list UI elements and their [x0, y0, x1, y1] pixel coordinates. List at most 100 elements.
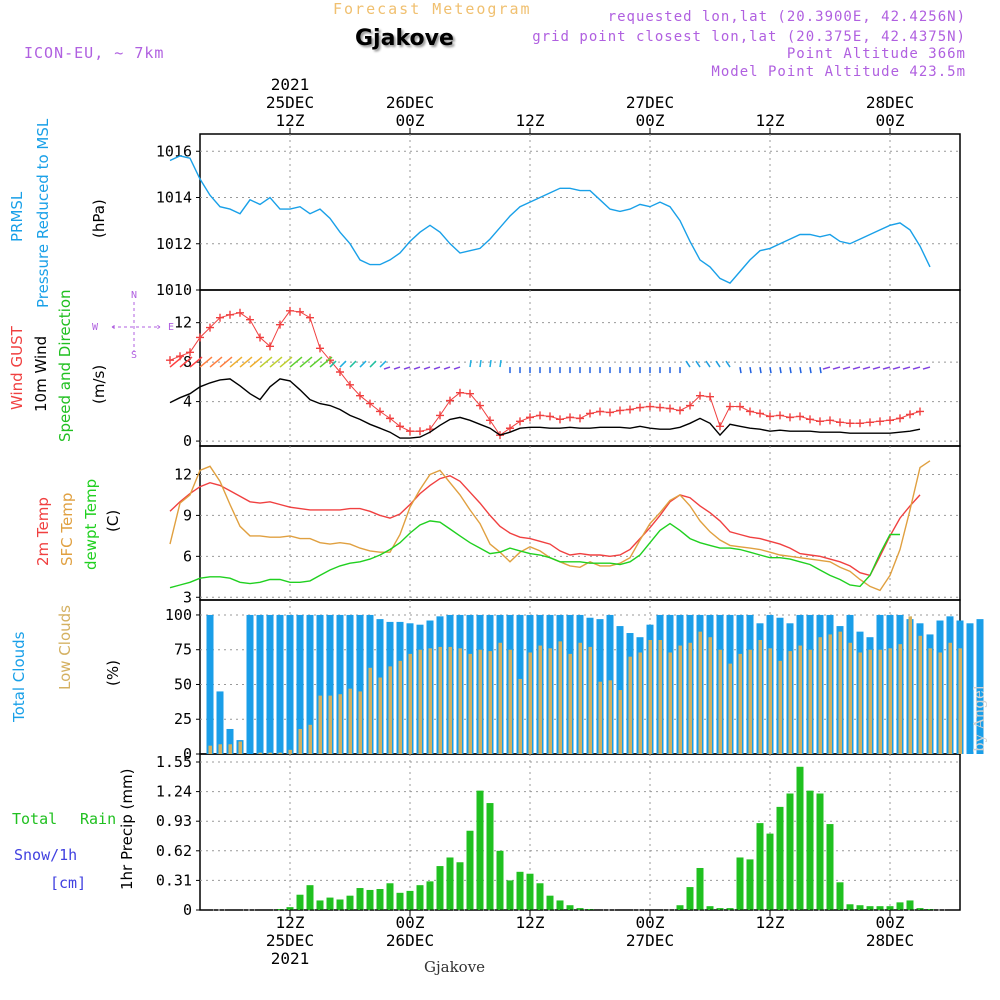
total-cloud-bar — [226, 728, 234, 754]
gust-point — [416, 427, 424, 436]
low-cloud-bar — [878, 649, 882, 754]
y-tick-label: 1016 — [156, 142, 192, 160]
location-title: Gjakove — [355, 26, 454, 51]
x-tick-label-bottom: 12Z — [516, 913, 545, 932]
low-cloud-bar — [428, 648, 432, 754]
rain-bar — [436, 866, 444, 910]
x-tick-label-top: 00Z — [636, 111, 665, 130]
total-clouds-label: Total Clouds — [10, 631, 28, 722]
low-cloud-bar — [678, 645, 682, 754]
gust-point — [906, 410, 914, 419]
y-tick-label: 1.55 — [156, 753, 192, 771]
gust-point — [296, 307, 304, 316]
wind-dir-label: Speed and Direction — [56, 289, 74, 442]
gust-point — [746, 407, 754, 416]
rain-bar — [796, 766, 804, 910]
gust-point — [666, 404, 674, 413]
rain-bar — [696, 867, 704, 910]
x-tick-label-bottom: 27DEC — [626, 931, 674, 950]
footer-location: Gjakove — [424, 958, 486, 976]
low-cloud-bar — [418, 649, 422, 754]
low-cloud-bar — [958, 648, 962, 754]
rain-bar — [556, 900, 564, 910]
wind-dir-arrow — [789, 366, 792, 374]
low-cloud-bar — [378, 677, 382, 754]
low-cloud-bar — [488, 651, 492, 754]
rain-bar — [366, 889, 374, 910]
x-tick-label-top: 12Z — [516, 111, 545, 130]
gust-point — [736, 402, 744, 411]
low-cloud-bar — [608, 680, 612, 754]
wind-dir-arrow — [862, 366, 871, 370]
x-tick-label-bottom: 00Z — [876, 913, 905, 932]
panel-frame — [199, 753, 961, 911]
x-tick-label-top: 26DEC — [386, 93, 434, 112]
wind-dir-arrow — [779, 366, 782, 374]
y-tick-label: 1012 — [156, 235, 192, 253]
gust-point — [876, 417, 884, 426]
meteogram-title: Forecast Meteogram — [333, 0, 532, 18]
sfc-temp-label: SFC Temp — [58, 492, 76, 566]
low-cloud-bar — [368, 667, 372, 754]
series-line-sfc-temp — [169, 460, 931, 592]
rain-bar — [826, 824, 834, 910]
y-tick-label: 0 — [183, 901, 192, 919]
low-cloud-bar — [928, 648, 932, 754]
rain-bar — [866, 906, 874, 910]
gust-point — [616, 406, 624, 415]
cloud-unit-label: (%) — [104, 660, 122, 686]
rain-bar — [316, 900, 324, 910]
y-tick-label: 25 — [174, 710, 192, 728]
gust-point — [166, 356, 174, 365]
low-cloud-bar — [728, 663, 732, 754]
rain-bar — [426, 881, 434, 910]
wind-dir-arrow — [289, 356, 303, 368]
rain-bar — [736, 857, 744, 910]
gust-point — [236, 308, 244, 317]
wind-dir-arrow — [359, 360, 367, 368]
wind-dir-arrow — [852, 366, 861, 370]
rain-bar — [576, 908, 584, 910]
gust-point — [256, 333, 264, 342]
low-cloud-bar — [508, 649, 512, 754]
gust-point — [316, 344, 324, 353]
low-cloud-bar — [708, 637, 712, 754]
gust-point — [816, 417, 824, 426]
gust-point — [516, 417, 524, 426]
low-cloud-bar — [478, 649, 482, 754]
wind-dir-arrow — [339, 360, 347, 368]
rain-bar — [446, 857, 454, 910]
x-tick-label-top: 2021 — [271, 75, 310, 94]
wind-dir-arrow — [809, 366, 812, 374]
total-cloud-bar — [966, 623, 974, 754]
wind-dir-arrow — [249, 356, 263, 368]
wind-dir-arrow — [769, 366, 772, 374]
wind-dir-arrow — [209, 356, 223, 368]
gust-point — [186, 348, 194, 357]
rain-bar — [406, 890, 414, 910]
x-tick-label-top: 00Z — [396, 111, 425, 130]
low-cloud-bar — [858, 652, 862, 754]
y-tick-label: 0 — [183, 432, 192, 450]
low-cloud-bar — [208, 745, 212, 754]
low-cloud-bar — [838, 631, 842, 754]
low-cloud-bar — [658, 639, 662, 754]
precip-unit-label: 1hr Precip (mm) — [118, 768, 136, 890]
low-cloud-bar — [778, 660, 782, 754]
rain-bar — [336, 899, 344, 910]
low-cloud-bar — [338, 694, 342, 754]
rain-bar — [466, 830, 474, 910]
compass-s: S — [131, 350, 137, 361]
rain-bar — [726, 908, 734, 910]
rain-bar — [376, 888, 384, 910]
rain-bar — [856, 905, 864, 910]
rain-bar — [896, 902, 904, 910]
gust-point — [636, 403, 644, 412]
gust-point — [836, 418, 844, 427]
rain-bar — [526, 873, 534, 910]
total-cloud-bar — [976, 619, 984, 754]
x-tick-label-top: 28DEC — [866, 93, 914, 112]
temp-label: 2m Temp — [34, 497, 52, 566]
x-tick-label-bottom: 2021 — [271, 949, 310, 968]
low-cloud-bar — [788, 651, 792, 754]
